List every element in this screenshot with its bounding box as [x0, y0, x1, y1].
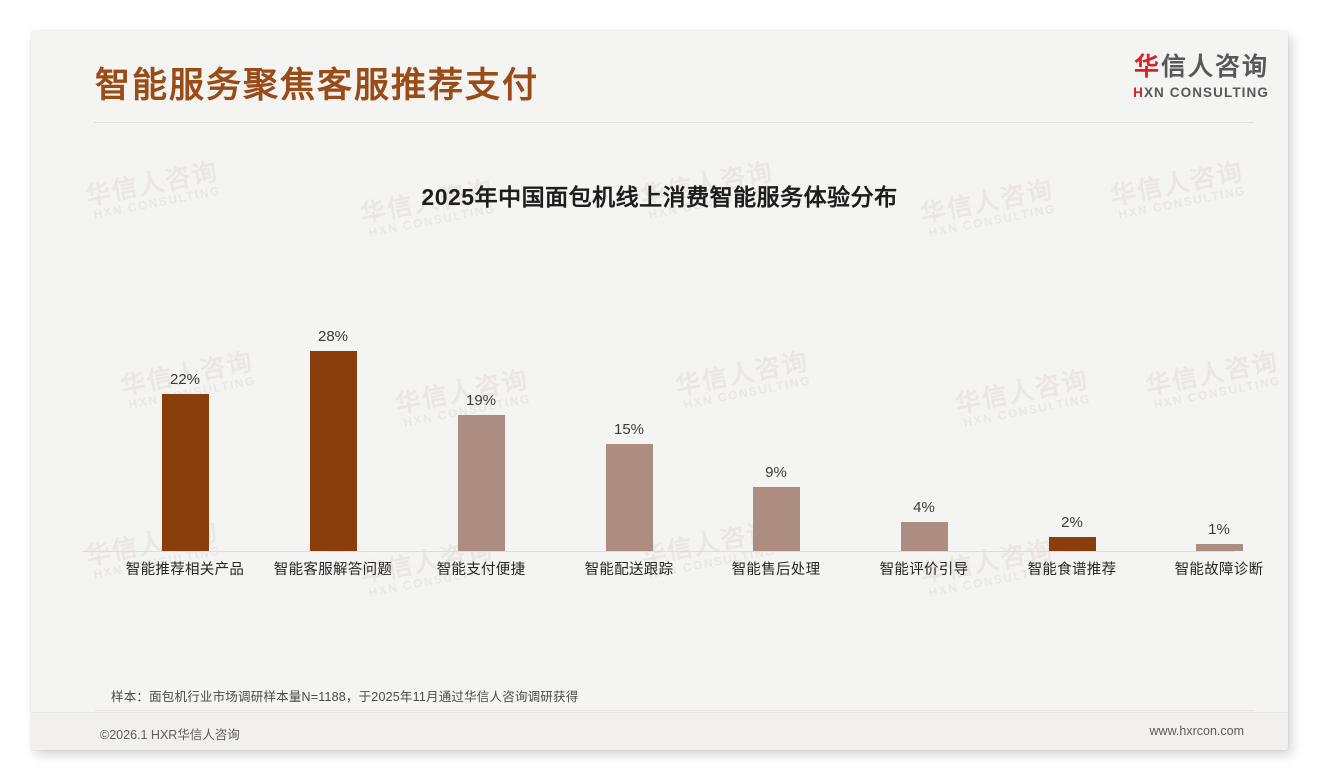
- bar-rect[interactable]: [605, 444, 653, 551]
- category-label: 智能推荐相关产品: [125, 562, 245, 578]
- bar-value-label: 2%: [1061, 514, 1083, 531]
- footer-divider: [94, 710, 1254, 711]
- category-label: 智能支付便捷: [436, 562, 526, 578]
- bar-rect[interactable]: [1195, 544, 1243, 551]
- bar-group[interactable]: 4%: [884, 494, 964, 551]
- category-label: 智能故障诊断: [1174, 562, 1264, 578]
- bar-group[interactable]: 9%: [736, 459, 816, 551]
- bar-value-label: 22%: [169, 371, 201, 388]
- bar-group[interactable]: 22%: [145, 366, 225, 551]
- page-title: 智能服务聚焦客服推荐支付: [95, 66, 540, 105]
- bar-rect[interactable]: [457, 415, 505, 551]
- copyright-text: ©2026.1 HXR华信人咨询: [100, 728, 240, 742]
- logo-english-text: HXN CONSULTING: [1133, 85, 1269, 100]
- bar-value-label: 19%: [465, 392, 497, 409]
- slide-canvas: 华信人咨询 HXN CONSULTING 华信人咨询 HXN CONSULTING 华信…: [31, 31, 1288, 750]
- logo-english-rest: XN CONSULTING: [1143, 85, 1269, 100]
- bar-rect[interactable]: [161, 394, 209, 551]
- chart-title: 2025年中国面包机线上消费智能服务体验分布: [421, 184, 898, 210]
- x-axis-line: [83, 551, 1235, 552]
- bar-value-label: 9%: [765, 464, 787, 481]
- logo-hua-glyph: 华: [1133, 53, 1161, 81]
- website-link[interactable]: www.hxrcon.com: [1149, 724, 1244, 738]
- category-label: 智能售后处理: [731, 562, 821, 578]
- category-label: 智能食谱推荐: [1027, 562, 1117, 578]
- bar-group[interactable]: 2%: [1032, 509, 1112, 551]
- header-divider: [94, 122, 1254, 123]
- category-label: 智能客服解答问题: [273, 562, 393, 578]
- bar-value-label: 1%: [1208, 521, 1230, 538]
- bar-rect[interactable]: [309, 351, 357, 551]
- bar-rect[interactable]: [900, 522, 948, 551]
- source-note: 样本：面包机行业市场调研样本量N=1188，于2025年11月通过华信人咨询调研…: [111, 690, 579, 704]
- slide-footer: ©2026.1 HXR华信人咨询 www.hxrcon.com: [31, 712, 1288, 750]
- logo-chinese-rest: 信人咨询: [1160, 53, 1269, 81]
- logo-chinese-text: 华信人咨询: [1133, 55, 1269, 80]
- bar-value-label: 4%: [913, 499, 935, 516]
- bar-group[interactable]: 19%: [441, 387, 521, 551]
- bar-rect[interactable]: [1048, 537, 1096, 551]
- category-label: 智能配送跟踪: [584, 562, 674, 578]
- slide-header: 智能服务聚焦客服推荐支付 华信人咨询 HXN CONSULTING: [31, 31, 1288, 123]
- bar-group[interactable]: 28%: [293, 323, 373, 551]
- bar-value-label: 15%: [613, 421, 645, 438]
- category-label: 智能评价引导: [879, 562, 969, 578]
- company-logo: 华信人咨询 HXN CONSULTING: [1133, 55, 1269, 101]
- bar-group[interactable]: 15%: [589, 416, 669, 551]
- bar-rect[interactable]: [752, 487, 800, 551]
- logo-h-glyph: H: [1133, 85, 1144, 100]
- bar-value-label: 28%: [317, 328, 349, 345]
- bar-group[interactable]: 1%: [1179, 516, 1259, 551]
